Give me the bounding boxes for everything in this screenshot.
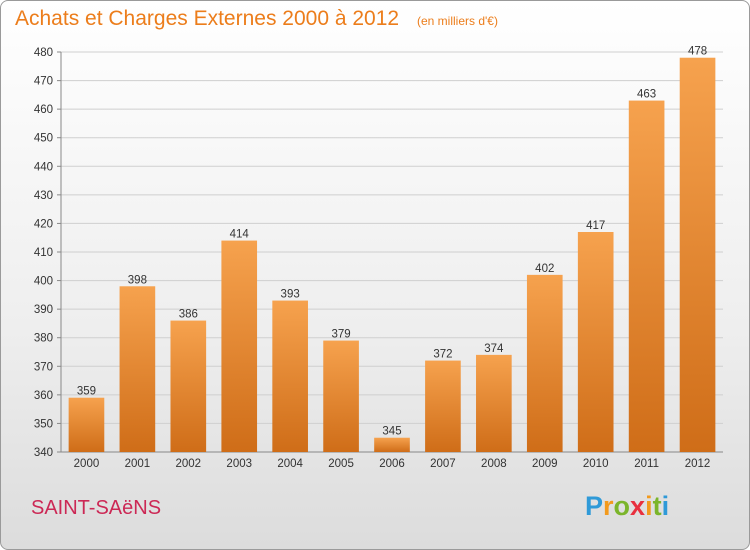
bar [526, 274, 563, 452]
y-tick-label: 450 [34, 133, 53, 145]
data-label: 463 [637, 89, 656, 101]
logo-letter: t [652, 491, 662, 521]
data-label: 372 [433, 349, 452, 361]
bars [68, 57, 716, 453]
x-tick-label: 2003 [226, 458, 252, 470]
bar [476, 354, 512, 452]
grid-lines [61, 51, 723, 453]
y-tick-label: 370 [34, 361, 53, 373]
logo-letter: i [645, 491, 653, 521]
x-tick-label: 2000 [74, 458, 100, 470]
y-tick-label: 350 [34, 418, 53, 430]
data-label: 478 [688, 46, 707, 58]
x-tick-label: 2006 [379, 458, 405, 470]
x-tick-label: 2001 [125, 458, 151, 470]
x-tick-label: 2002 [176, 458, 202, 470]
logo-letter: P [585, 491, 604, 521]
bar [577, 232, 614, 452]
x-tick-label: 2010 [583, 458, 609, 470]
data-label: 359 [77, 386, 96, 398]
y-tick-label: 430 [34, 190, 53, 202]
x-tick-label: 2011 [634, 458, 659, 470]
data-label: 402 [535, 263, 554, 275]
bar [628, 100, 665, 453]
data-label: 414 [230, 229, 250, 241]
y-tick-label: 480 [34, 47, 53, 59]
y-tick-label: 360 [34, 390, 53, 402]
data-label: 374 [484, 343, 504, 355]
data-label: 398 [128, 274, 147, 286]
logo-letter: o [613, 491, 631, 521]
y-tick-label: 410 [34, 247, 53, 259]
x-tick-label: 2007 [430, 458, 456, 470]
data-label: 345 [382, 426, 401, 438]
commune-name: SAINT-SAëNS [31, 497, 162, 519]
bar [425, 360, 461, 452]
y-tick-label: 390 [34, 304, 53, 316]
chart-subtitle: (en milliers d'€) [417, 14, 498, 28]
data-labels: 359 398 386 414 393 379 345 372 374 402 417 463 478 [77, 46, 707, 438]
bar [119, 286, 156, 452]
x-tick-label: 2012 [685, 458, 711, 470]
logo-letter: x [630, 491, 646, 521]
data-label: 379 [331, 329, 350, 341]
x-tick-label: 2005 [328, 458, 354, 470]
y-tick-label: 400 [34, 276, 53, 288]
y-tick-label: 340 [34, 447, 53, 459]
chart-title: Achats et Charges Externes 2000 à 2012 [15, 7, 400, 30]
bar [221, 240, 258, 452]
x-tick-label: 2008 [481, 458, 507, 470]
x-tick-label: 2004 [277, 458, 303, 470]
y-tick-label: 420 [34, 218, 53, 230]
data-label: 393 [281, 289, 300, 301]
data-label: 386 [179, 309, 198, 321]
proxiti-logo: Proxiti [585, 491, 669, 522]
y-tick-label: 460 [34, 104, 53, 116]
bar [323, 340, 359, 452]
data-label: 417 [586, 220, 605, 232]
y-tick-label: 440 [34, 161, 53, 173]
bar [679, 57, 716, 452]
bar [170, 320, 207, 452]
bar [68, 397, 105, 452]
logo-letter: i [661, 491, 670, 521]
bar [374, 437, 410, 452]
logo-letter: r [603, 491, 614, 521]
y-tick-label: 470 [34, 76, 53, 88]
y-tick-label: 380 [34, 333, 53, 345]
x-tick-label: 2009 [532, 458, 558, 470]
bar [272, 300, 308, 452]
